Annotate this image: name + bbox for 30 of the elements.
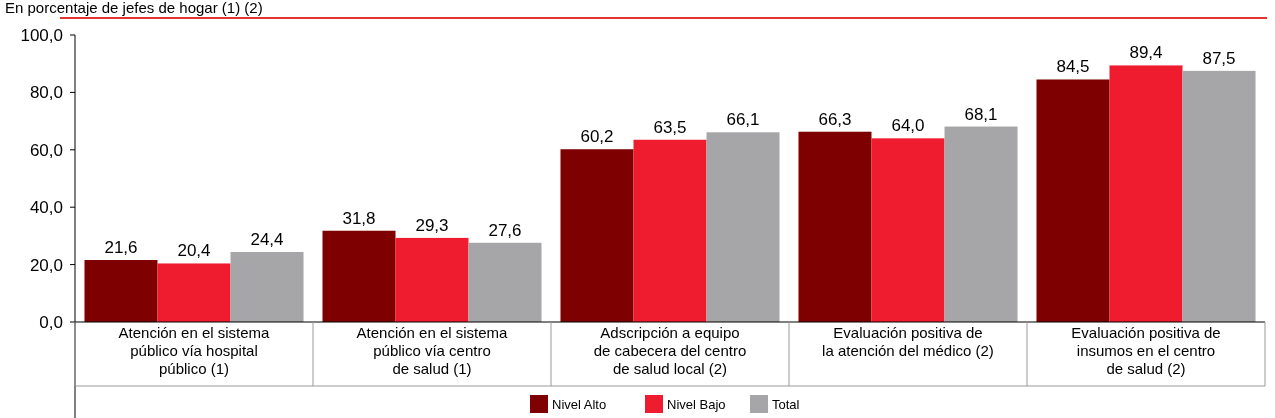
data-label: 63,5 xyxy=(653,117,687,137)
data-label: 29,3 xyxy=(415,215,449,235)
data-label: 68,1 xyxy=(964,104,998,124)
y-tick-label: 0,0 xyxy=(39,313,63,332)
x-tick-label: Adscripción a equipo de cabecera del centro de salud local (2) xyxy=(593,324,747,377)
data-label: 31,8 xyxy=(342,208,376,228)
data-label: 20,4 xyxy=(177,241,211,261)
legend-label: Nivel Bajo xyxy=(667,397,726,412)
y-tick-label: 80,0 xyxy=(29,83,63,103)
data-label: 87,5 xyxy=(1202,48,1236,68)
data-label: 66,1 xyxy=(726,110,760,130)
y-tick-label: 60,0 xyxy=(29,140,63,160)
x-tick-label: Evaluación positiva de insumos en el centro de salud (2) xyxy=(1071,324,1221,377)
data-label: 66,3 xyxy=(818,109,852,129)
data-label: 60,2 xyxy=(580,127,614,147)
data-label: 89,4 xyxy=(1129,43,1163,63)
y-tick-label: 100,0 xyxy=(20,26,63,45)
data-label: 27,6 xyxy=(488,220,522,240)
legend-label: Nivel Alto xyxy=(552,397,607,412)
y-tick-label: 20,0 xyxy=(29,255,63,275)
data-label: 84,5 xyxy=(1056,57,1090,77)
data-label: 24,4 xyxy=(250,229,284,249)
legend-label: Total xyxy=(772,397,800,412)
x-tick-label: Atención en el sistema público vía hospital público (1) xyxy=(118,324,271,377)
y-tick-label: 40,0 xyxy=(29,198,63,218)
chart-subtitle: En porcentaje de jefes de hogar (1) (2) xyxy=(5,0,263,16)
data-label: 64,0 xyxy=(891,116,925,136)
x-tick-label: Evaluación positiva de la atención del médico (2) xyxy=(822,324,994,359)
data-label: 21,6 xyxy=(104,238,138,258)
x-tick-label: Atención en el sistema público vía centro de salud (1) xyxy=(356,324,509,377)
